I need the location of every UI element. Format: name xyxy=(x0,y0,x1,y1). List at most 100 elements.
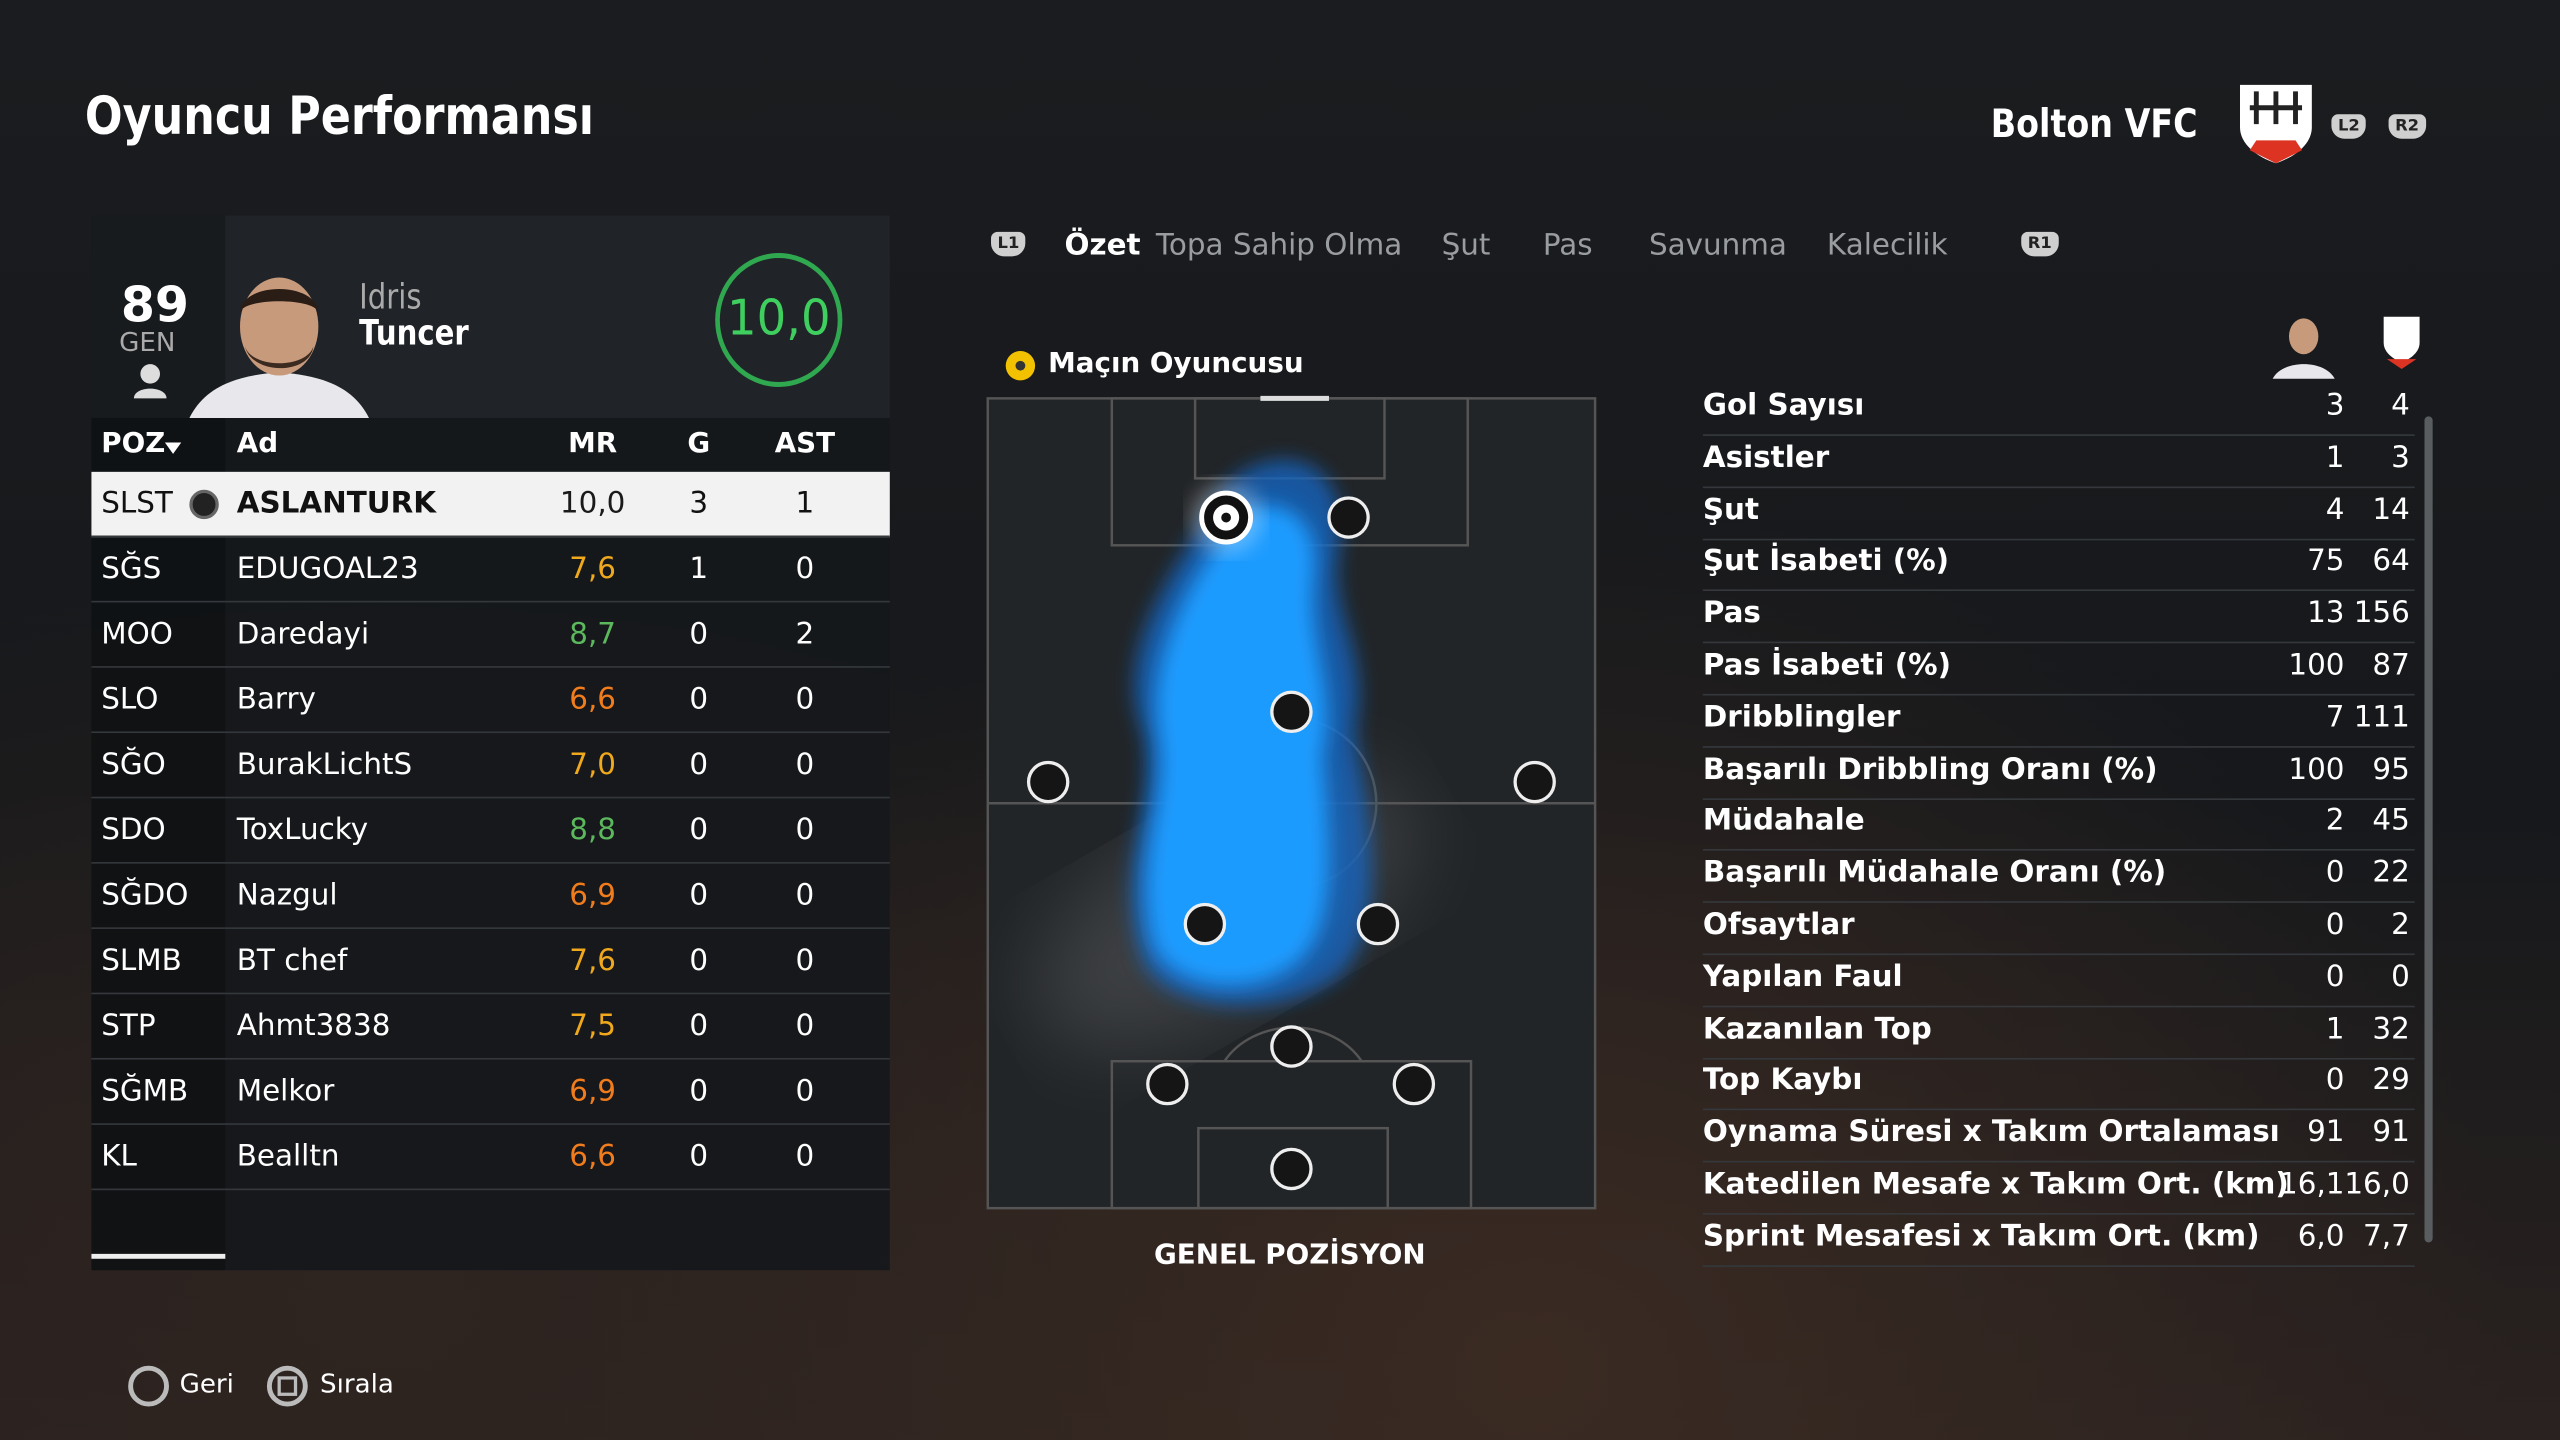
player-row[interactable]: SLO Barry 6,6 0 0 xyxy=(91,668,890,734)
tab[interactable]: Şut xyxy=(1441,228,1491,263)
cell-pos: SLMB xyxy=(101,943,182,978)
cell-g: 1 xyxy=(689,551,709,587)
scroll-indicator xyxy=(91,1253,226,1259)
player-row[interactable]: SDO ToxLucky 8,8 0 0 xyxy=(91,798,890,864)
r1-button[interactable]: R1 xyxy=(2021,231,2059,257)
sort-arrow xyxy=(164,442,182,462)
tab[interactable]: Savunma xyxy=(1648,228,1787,263)
cell-mr: 10,0 xyxy=(559,486,626,521)
player-row[interactable]: KL Bealltn 6,6 0 0 xyxy=(91,1125,890,1191)
stat-team: 0 xyxy=(2391,959,2410,994)
tabs: L1 Özet Topa Sahip Olma Şut Pas Savunma Kaleci… xyxy=(991,229,2101,271)
l1-button[interactable]: L1 xyxy=(991,231,1026,257)
cell-ast: 0 xyxy=(795,551,815,587)
cell-mr: 6,9 xyxy=(569,878,617,913)
cell-ast: 0 xyxy=(795,747,815,783)
stat-player: 0 xyxy=(2325,1063,2345,1098)
cell-pos: STP xyxy=(101,1008,156,1044)
cell-g: 0 xyxy=(689,1074,709,1109)
cell-pos: MOO xyxy=(101,617,173,652)
stat-row: Ofsaytlar 0 2 xyxy=(1702,901,2415,956)
sort-label[interactable]: Sırala xyxy=(319,1368,394,1400)
cell-mr: 8,7 xyxy=(569,617,617,652)
stat-player: 0 xyxy=(2325,959,2345,994)
stat-team: 3 xyxy=(2391,440,2410,475)
player-row[interactable]: SĞS EDUGOAL23 7,6 1 0 xyxy=(91,537,890,603)
table-header: POZ Ad MR G AST xyxy=(91,421,889,470)
pitch xyxy=(986,395,1597,1210)
cell-mr: 7,6 xyxy=(569,943,617,978)
r2-button[interactable]: R2 xyxy=(2388,114,2426,139)
motm-icon xyxy=(1005,351,1036,381)
stat-player: 13 xyxy=(2307,596,2345,631)
stat-team: 7,7 xyxy=(2363,1219,2410,1254)
tab[interactable]: Pas xyxy=(1542,228,1593,263)
stat-team: 2 xyxy=(2391,907,2410,943)
stat-label: Top Kaybı xyxy=(1702,1063,1863,1098)
cell-g: 0 xyxy=(689,747,709,783)
ball-icon xyxy=(189,489,219,520)
stats-icons xyxy=(2272,316,2420,379)
stat-label: Asistler xyxy=(1702,440,1830,475)
player-row[interactable]: SĞMB Melkor 6,9 0 0 xyxy=(91,1060,890,1125)
player-row[interactable]: STP Ahmt3838 7,5 0 0 xyxy=(91,994,890,1060)
tab[interactable]: Özet xyxy=(1064,228,1141,263)
team-name: Bolton VFC xyxy=(1990,101,2198,147)
stat-team: 111 xyxy=(2353,700,2410,735)
player-row[interactable]: MOO Daredayi 8,7 0 2 xyxy=(91,602,890,668)
stat-player: 16,1 xyxy=(2279,1167,2345,1202)
stat-player: 75 xyxy=(2307,544,2345,579)
pitch-caption: GENEL POZİSYON xyxy=(1153,1239,1426,1272)
stat-label: Şut xyxy=(1702,492,1760,527)
circle-button[interactable] xyxy=(127,1365,169,1407)
cell-ast: 0 xyxy=(795,1074,815,1109)
cell-pos: SDO xyxy=(101,813,166,848)
stat-team: 16,0 xyxy=(2344,1167,2410,1202)
stat-label: Yapılan Faul xyxy=(1702,959,1903,994)
stat-row: Sprint Mesafesi x Takım Ort. (km) 6,0 7,7 xyxy=(1702,1213,2415,1267)
stat-row: Kazanılan Top 1 32 xyxy=(1702,1005,2415,1059)
overall: 89 xyxy=(120,277,189,335)
stat-row: Asistler 1 3 xyxy=(1702,434,2415,488)
stat-player: 3 xyxy=(2325,388,2345,423)
cell-mr: 7,6 xyxy=(569,551,617,587)
cell-g: 3 xyxy=(689,486,709,521)
stat-team: 45 xyxy=(2372,803,2410,839)
cell-pos: SĞMB xyxy=(101,1074,189,1109)
stat-label: Kazanılan Top xyxy=(1702,1011,1932,1046)
player-row[interactable]: SĞO BurakLichtS 7,0 0 0 xyxy=(91,733,890,799)
stat-team: 95 xyxy=(2372,751,2410,787)
cell-name: Nazgul xyxy=(236,878,338,913)
cell-pos: SLO xyxy=(101,682,159,717)
square-button[interactable] xyxy=(266,1365,308,1407)
scrollbar xyxy=(2424,416,2433,1243)
cell-g: 0 xyxy=(689,682,709,717)
stat-label: Başarılı Müdahale Oranı (%) xyxy=(1702,855,2167,891)
stat-team: 22 xyxy=(2372,855,2410,891)
stat-row: Başarılı Dribbling Oranı (%) 100 95 xyxy=(1702,745,2415,800)
stat-team: 87 xyxy=(2372,648,2410,683)
stat-team: 4 xyxy=(2391,388,2410,423)
tab[interactable]: Kalecilik xyxy=(1826,228,1948,263)
stat-player: 91 xyxy=(2307,1115,2345,1150)
back-label[interactable]: Geri xyxy=(179,1368,234,1400)
player-row[interactable]: SĞDO Nazgul 6,9 0 0 xyxy=(91,864,890,929)
cell-ast: 1 xyxy=(795,486,815,521)
player-row[interactable]: SLMB BT chef 7,6 0 0 xyxy=(91,929,890,995)
person-icon xyxy=(133,364,167,399)
page-title: Oyuncu Performansı xyxy=(84,84,595,147)
column-header: G xyxy=(687,427,711,461)
stat-player: 1 xyxy=(2325,1011,2345,1046)
stat-team: 156 xyxy=(2353,596,2410,631)
tab[interactable]: Topa Sahip Olma xyxy=(1155,228,1403,263)
cell-ast: 0 xyxy=(795,682,815,717)
cell-pos: KL xyxy=(101,1139,137,1174)
cell-g: 0 xyxy=(689,813,709,848)
stat-player: 0 xyxy=(2325,907,2345,943)
cell-mr: 6,6 xyxy=(569,1139,617,1174)
stat-label: Pas İsabeti (%) xyxy=(1702,648,1952,683)
cell-ast: 0 xyxy=(795,1139,815,1174)
cell-name: Daredayi xyxy=(236,617,370,652)
selected-row[interactable]: SLST ASLANTURK 10,0 3 1 xyxy=(91,471,890,538)
l2-button[interactable]: L2 xyxy=(2331,114,2367,139)
